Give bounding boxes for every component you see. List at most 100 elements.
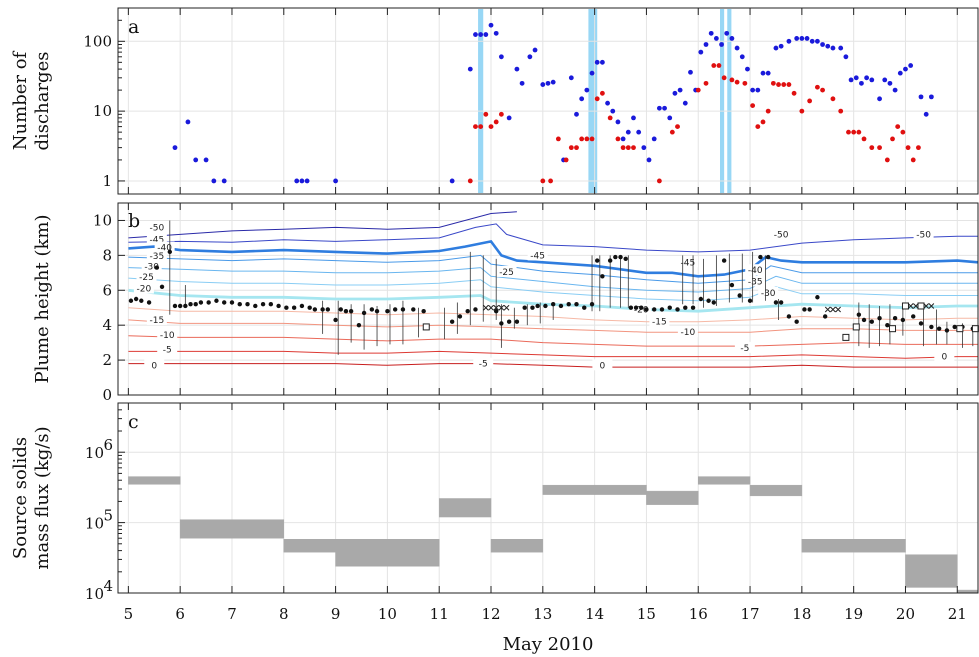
plume-height-dot (900, 317, 906, 323)
discharge-point (830, 45, 836, 51)
discharge-point (734, 79, 740, 85)
discharge-point (574, 111, 579, 117)
discharge-point (859, 80, 864, 86)
discharge-point (750, 87, 756, 93)
discharge-point (765, 70, 771, 76)
plume-height-dot (268, 302, 274, 307)
discharge-point (563, 157, 569, 163)
contour-label: -40 (157, 244, 172, 254)
plume-height-dot (747, 298, 753, 303)
discharge-point (669, 129, 675, 135)
plume-height-dot (773, 300, 779, 305)
plume-height-dot (558, 303, 564, 309)
x-tick-label: 14 (585, 605, 604, 623)
discharge-point (739, 54, 745, 60)
discharge-point (488, 22, 494, 28)
mass-flux-box (749, 484, 803, 497)
contour-label: -30 (144, 263, 159, 273)
discharge-point (467, 178, 473, 184)
discharge-point (781, 82, 787, 87)
x-tick-label: 10 (378, 605, 397, 623)
discharge-point (610, 108, 616, 114)
discharge-point (540, 82, 546, 87)
discharge-point (729, 77, 735, 83)
discharge-point (662, 105, 667, 111)
discharge-point (861, 136, 867, 142)
plume-height-cross (928, 303, 935, 309)
contour-label-bg (141, 260, 162, 272)
discharge-point (698, 49, 704, 55)
discharge-point (498, 111, 504, 117)
contour-line (128, 288, 978, 313)
discharge-point (688, 69, 693, 75)
discharge-point (493, 30, 499, 36)
discharge-point (721, 75, 727, 81)
discharge-point (599, 59, 605, 65)
plume-height-dot (574, 302, 579, 307)
y-tick-exponent: 6 (103, 436, 113, 454)
plume-height-dot (944, 328, 950, 333)
discharge-point (923, 111, 929, 117)
plume-height-dot (758, 254, 763, 260)
panel-a-x-ticks (127, 8, 958, 194)
discharge-point (672, 90, 678, 96)
plume-height-dot (595, 258, 600, 263)
discharge-point (910, 157, 916, 163)
plume-height-dot (815, 295, 820, 300)
plume-height-dot (892, 316, 898, 321)
x-tick-label: 11 (430, 605, 449, 623)
mass-flux-box (542, 484, 647, 495)
discharge-point (550, 79, 556, 85)
plume-height-dot (493, 309, 499, 314)
plume-height-dot (506, 319, 512, 324)
plume-height-dot (786, 314, 792, 319)
discharge-point (675, 124, 680, 130)
discharge-point (540, 178, 546, 184)
contour-label: 0 (600, 361, 606, 371)
contour-label-bg (496, 265, 517, 277)
mass-flux-box (179, 519, 285, 539)
discharge-point (506, 115, 512, 121)
plume-height-cross (482, 304, 489, 311)
plume-height-cross (488, 304, 494, 311)
plume-height-dot (543, 303, 548, 309)
discharge-point (778, 43, 784, 49)
discharge-point (193, 157, 199, 163)
highlight-band (588, 9, 598, 193)
plume-height-dot (952, 324, 957, 330)
discharge-point (594, 59, 600, 65)
discharge-point (916, 145, 921, 151)
plume-height-dot (706, 298, 711, 303)
discharge-point (473, 32, 478, 37)
plume-height-square (901, 302, 909, 310)
contour-label: -25 (499, 268, 514, 278)
x-tick-label: 6 (175, 605, 185, 623)
x-tick-label: 20 (896, 605, 915, 623)
mass-flux-box (905, 554, 958, 588)
plume-height-dot (936, 326, 942, 331)
discharge-point (830, 96, 836, 102)
plume-height-dot (918, 321, 924, 326)
contour-label: -50 (774, 230, 789, 240)
panel-a-frame (117, 7, 979, 195)
mass-flux-box (283, 539, 336, 553)
plume-height-dot (193, 302, 198, 307)
discharge-point (765, 108, 771, 114)
discharge-points (172, 22, 934, 184)
plume-height-dot (260, 302, 266, 307)
discharge-point (599, 90, 605, 96)
contour-label-bg (527, 249, 548, 261)
plume-height-dot (929, 324, 934, 330)
discharge-point (555, 136, 561, 142)
discharge-point (483, 32, 489, 37)
discharge-point (851, 129, 857, 135)
discharge-point (579, 96, 585, 102)
mass-flux-box (801, 539, 906, 553)
plume-height-cross (907, 303, 914, 309)
contour-label: -15 (150, 316, 165, 326)
contour-label-bg (677, 326, 698, 338)
contour-label: -50 (916, 230, 931, 240)
plume-height-dot (159, 284, 165, 289)
panel-a-letter: a (128, 16, 139, 38)
